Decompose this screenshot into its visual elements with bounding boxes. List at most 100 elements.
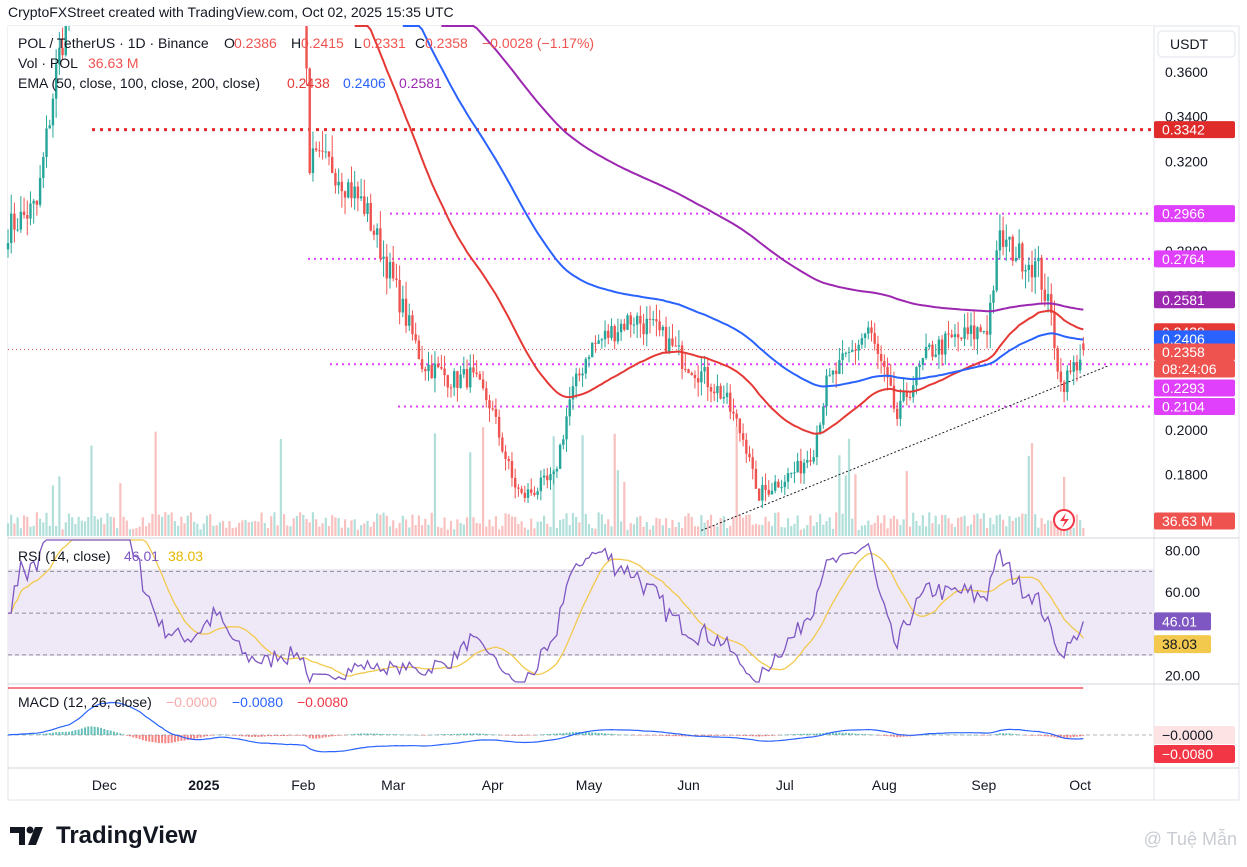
legend-ema-label: EMA (50, close, 100, close, 200, close) <box>18 75 260 91</box>
volume-bar <box>992 524 995 536</box>
macd-histogram-bar <box>356 733 359 735</box>
volume-bar <box>228 521 231 536</box>
volume-bar <box>453 529 456 536</box>
macd-histogram-bar <box>186 735 189 741</box>
candle-body <box>886 367 889 378</box>
candle-body <box>385 256 388 279</box>
macd-histogram-bar <box>318 735 321 739</box>
macd-histogram-bar <box>764 735 767 737</box>
candle-body <box>382 256 385 259</box>
candle-body <box>956 334 960 338</box>
macd-histogram-bar <box>770 735 773 736</box>
volume-bar <box>950 523 953 536</box>
candle-body <box>481 379 485 389</box>
rsi-label: RSI (14, close) <box>18 548 111 564</box>
candle-body <box>639 315 642 324</box>
legend-symbol: POL / TetherUS · 1D · Binance <box>18 35 209 51</box>
volume-bar <box>58 476 61 536</box>
volume-bar <box>693 526 697 536</box>
macd-histogram-bar <box>886 735 889 737</box>
candle-body <box>623 323 626 330</box>
macd-histogram-bar <box>616 734 619 735</box>
macd-histogram-bar <box>838 732 841 735</box>
volume-bar <box>244 519 247 536</box>
macd-histogram-bar <box>767 735 770 737</box>
macd-histogram-bar <box>1047 735 1050 737</box>
candle-body <box>844 352 848 354</box>
volume-bar <box>632 524 636 536</box>
volume-bar <box>751 524 754 536</box>
volume-bar <box>469 452 472 536</box>
volume-bar <box>19 528 22 536</box>
volume-bar <box>966 525 969 536</box>
candle-body <box>48 125 51 129</box>
macd-histogram-bar <box>238 735 241 736</box>
macd-histogram-bar <box>45 733 48 735</box>
macd-histogram-bar <box>225 734 228 736</box>
macd-histogram-bar <box>709 735 712 736</box>
volume-bar <box>681 527 684 536</box>
candle-body <box>51 98 55 126</box>
macd-histogram-bar <box>466 733 469 735</box>
macd-histogram-bar <box>482 733 485 735</box>
volume-bar <box>539 521 542 536</box>
volume-bar <box>241 520 244 536</box>
macd-histogram-bar <box>812 733 815 735</box>
volume-bar <box>498 529 501 536</box>
macd-histogram-bar <box>892 735 895 737</box>
candle-body <box>687 369 690 374</box>
candle-body <box>767 489 770 495</box>
candle-body <box>369 203 372 231</box>
macd-histogram-bar <box>864 734 867 735</box>
macd-histogram-bar <box>112 731 115 735</box>
candle-body <box>359 196 363 199</box>
macd-histogram-bar <box>803 733 806 735</box>
replay-icon[interactable] <box>1053 509 1075 531</box>
macd-histogram-bar <box>228 735 231 736</box>
volume-bar <box>350 520 353 536</box>
macd-histogram-bar <box>555 733 558 735</box>
price-tick-label: 0.1800 <box>1165 466 1208 482</box>
candle-body <box>809 460 812 462</box>
macd-histogram-bar <box>527 735 530 736</box>
candle-body <box>449 387 453 389</box>
macd-histogram-bar <box>32 734 35 735</box>
volume-bar <box>276 525 279 536</box>
macd-histogram-bar <box>42 733 45 735</box>
macd-histogram-bar <box>645 735 648 736</box>
volume-bar <box>478 523 481 536</box>
volume-bar <box>725 528 729 536</box>
macd-histogram-bar <box>867 734 870 735</box>
macd-histogram-bar <box>135 735 138 739</box>
macd-histogram-bar <box>751 735 754 737</box>
currency-button[interactable]: USDT <box>1157 30 1236 58</box>
volume-bar <box>526 529 530 536</box>
macd-histogram-bar <box>302 735 305 736</box>
tradingview-logo[interactable]: TradingView <box>10 822 197 850</box>
macd-histogram-bar <box>950 734 953 735</box>
candle-body <box>1062 382 1066 393</box>
candle-body <box>29 203 32 219</box>
time-tick-label: Dec <box>92 777 117 793</box>
candle-body <box>802 462 806 474</box>
volume-bar <box>780 527 783 536</box>
candle-body <box>408 315 411 326</box>
candle-body <box>921 358 925 365</box>
volume-bar <box>363 523 366 536</box>
candle-body <box>879 353 883 362</box>
macd-histogram-bar <box>1066 735 1069 738</box>
volume-bar <box>491 526 494 536</box>
candle-body <box>719 385 722 399</box>
candle-body <box>995 250 998 291</box>
volume-bar <box>55 525 58 536</box>
candle-body <box>860 338 864 345</box>
candle-body <box>542 475 546 478</box>
macd-histogram-bar <box>472 733 475 735</box>
macd-histogram-bar <box>1072 735 1075 738</box>
candle-body <box>54 64 58 99</box>
macd-histogram-bar <box>841 732 844 735</box>
macd-histogram-bar <box>173 735 176 743</box>
volume-bar <box>889 518 892 536</box>
time-tick-label: 2025 <box>188 777 219 793</box>
